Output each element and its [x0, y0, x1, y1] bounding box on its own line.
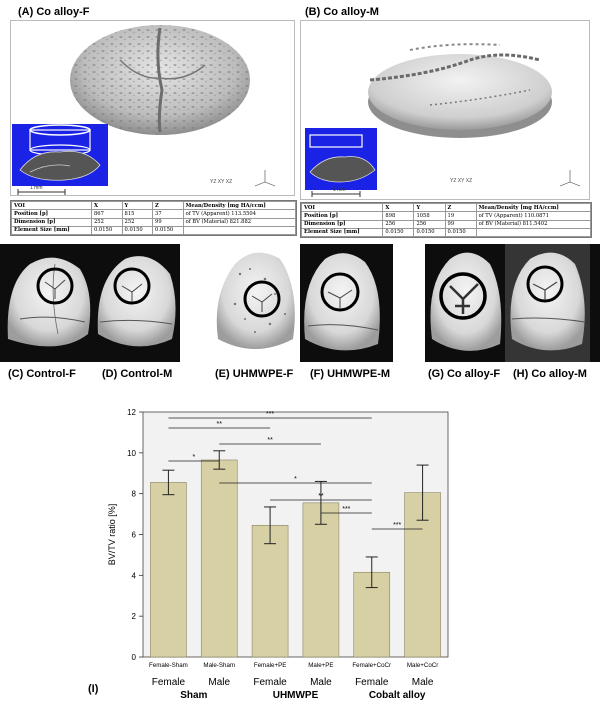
density-header: Mean/Density [mg HA/ccm]: [475, 202, 592, 213]
z-header: Z: [444, 202, 477, 213]
y-header: Y: [413, 202, 446, 213]
y-axis-label: BV/TV ratio [%]: [107, 504, 117, 566]
group-label: UHMWPE: [273, 690, 319, 701]
significance-label: ***: [266, 411, 274, 418]
panel-c-label: (C) Control-F: [8, 368, 76, 380]
x-category-label: Male+PE: [308, 662, 333, 669]
panel-a-frame: [10, 20, 295, 196]
sex-label: Male: [412, 677, 434, 688]
panel-a-scale-label: 1 mm: [30, 185, 43, 191]
table-row: Element Size [mm] 0.0150 0.0150 0.0150: [11, 225, 297, 236]
panel-b-label: (B) Co alloy-M: [305, 6, 379, 18]
plot-area: [142, 411, 449, 658]
sex-label: Male: [310, 677, 332, 688]
y-tick-label: 2: [132, 612, 137, 621]
panel-h-label: (H) Co alloy-M: [513, 368, 587, 380]
significance-label: **: [217, 421, 223, 428]
skull-photo-row: [0, 244, 600, 362]
sex-label: Male: [208, 677, 230, 688]
significance-label: *: [294, 476, 297, 483]
panel-b-frame: [300, 20, 590, 200]
significance-label: ***: [342, 506, 350, 513]
table-row: Dimension [p] 252 252 99 of BV (Material) 82…: [11, 217, 297, 227]
table-row: Position [p] 867 815 37 of TV (Apparent) 113…: [11, 209, 297, 219]
svg-text:YZ XY XZ: YZ XY XZ: [450, 178, 472, 184]
svg-text:YZ XY XZ: YZ XY XZ: [210, 179, 232, 185]
group-label: Cobalt alloy: [369, 690, 426, 701]
panel-a-microct-render: YZ XY XZ: [12, 25, 276, 195]
z-header: Z: [152, 200, 184, 211]
skull-uhmwpe-m: [304, 253, 380, 351]
group-label: Sham: [180, 690, 207, 701]
y-tick-label: 10: [127, 449, 136, 458]
panel-b-voi-table: VOI X Y Z Mean/Density [mg HA/ccm] Posit…: [300, 202, 592, 238]
sex-label: Female: [253, 677, 287, 688]
panel-d-label: (D) Control-M: [102, 368, 173, 380]
bar-female-pe: [251, 525, 289, 658]
y-header: Y: [121, 200, 154, 211]
significance-label: **: [318, 493, 324, 500]
significance-label: ***: [393, 522, 401, 529]
voi-header: VOI: [300, 202, 384, 213]
bar-female-sham: [150, 482, 187, 658]
bar-male-sham: [200, 459, 238, 658]
panel-g-label: (G) Co alloy-F: [428, 368, 501, 380]
panel-b-microct-render: YZ XY XZ: [305, 43, 581, 197]
skull-control-f: [7, 257, 91, 347]
x-category-label: Female+CoCr: [352, 662, 391, 669]
panel-a-label: (A) Co alloy-F: [18, 6, 90, 18]
voi-header: VOI: [11, 200, 92, 211]
skull-uhmwpe-f: [216, 252, 295, 349]
y-tick-label: 8: [132, 490, 137, 499]
table-row: Element Size [mm] 0.0150 0.0150 0.0150: [300, 227, 592, 238]
panel-i-label: (I): [88, 683, 99, 695]
y-tick-label: 0: [132, 653, 137, 662]
panel-a-voi-table: VOI X Y Z Mean/Density [mg HA/ccm] Posit…: [10, 200, 297, 236]
panel-b-scale-label: 1 mm: [333, 187, 346, 193]
significance-label: *: [192, 454, 195, 461]
x-category-label: Male+CoCr: [407, 662, 438, 669]
table-row: Dimension [p] 256 256 99 of BV (Material) 81…: [300, 219, 592, 229]
sex-label: Female: [355, 677, 389, 688]
x-category-label: Female+PE: [254, 662, 287, 669]
panel-f-label: (F) UHMWPE-M: [310, 368, 391, 380]
panel-e-label: (E) UHMWPE-F: [215, 368, 294, 380]
x-header: X: [382, 202, 415, 213]
y-tick-label: 12: [127, 408, 136, 417]
skull-co-alloy-f: [430, 252, 502, 351]
significance-label: **: [267, 437, 273, 444]
x-category-label: Female-Sham: [149, 662, 188, 669]
skull-control-m: [97, 256, 176, 347]
y-tick-label: 6: [132, 531, 137, 540]
sex-label: Female: [152, 677, 186, 688]
table-row: Position [p] 898 1058 19 of TV (Apparent) 11…: [300, 211, 592, 221]
y-tick-label: 4: [132, 571, 137, 580]
bar-male-pe: [302, 502, 340, 658]
x-header: X: [90, 200, 123, 211]
x-category-label: Male-Sham: [203, 662, 235, 669]
density-header: Mean/Density [mg HA/ccm]: [182, 200, 297, 211]
skull-co-alloy-m: [510, 252, 586, 351]
